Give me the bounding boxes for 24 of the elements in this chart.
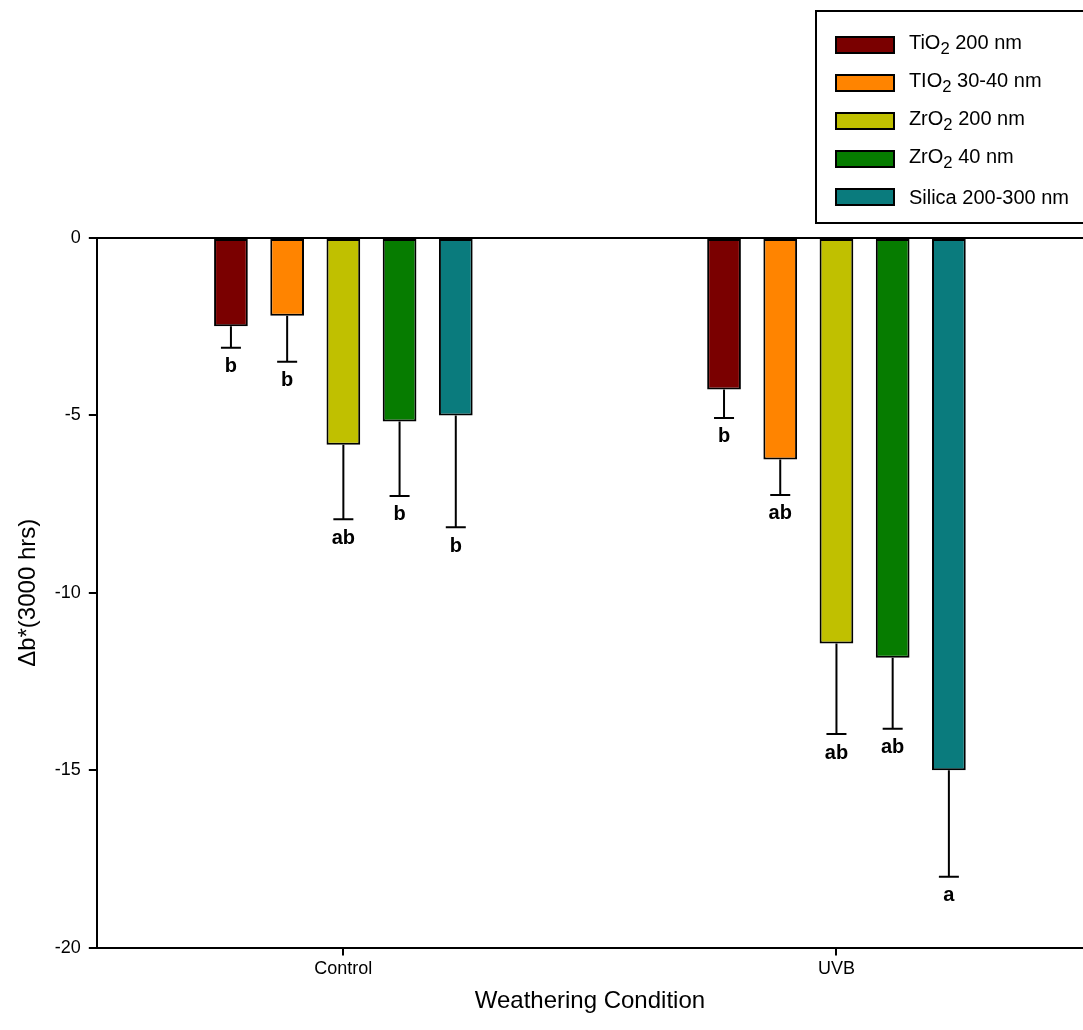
legend-label: ZrO$_{2}$ 40 nm bbox=[908, 145, 1014, 173]
annotation: b bbox=[717, 424, 731, 447]
y-tick-label: -5 bbox=[64, 404, 81, 425]
annotation: ab bbox=[331, 525, 356, 548]
y-tick-label: -10 bbox=[54, 581, 81, 602]
y-tick-label: -20 bbox=[54, 936, 81, 957]
annotation: ab bbox=[880, 735, 905, 758]
legend-label: TiO$_{2}$ 200 nm bbox=[908, 31, 1022, 59]
y-tick-label: -15 bbox=[54, 759, 81, 780]
legend-label: ZrO$_{2}$ 200 nm bbox=[908, 107, 1025, 135]
annotation: ab bbox=[824, 740, 849, 763]
legend-label: Silica 200-300 nm bbox=[908, 185, 1069, 209]
x-tick-label: Control bbox=[314, 958, 373, 979]
annotation: b bbox=[224, 354, 238, 377]
x-tick-label: UVB bbox=[817, 958, 855, 979]
y-axis-title: Δb*(3000 hrs) bbox=[13, 518, 41, 667]
annotation: ab bbox=[768, 501, 792, 524]
annotation: b bbox=[393, 502, 406, 525]
annotation: b bbox=[449, 533, 462, 556]
annotation: a bbox=[943, 883, 956, 906]
y-tick-label: 0 bbox=[70, 226, 81, 247]
x-axis-title: Weathering Condition bbox=[474, 986, 706, 1014]
legend-label: TIO$_{2}$ 30-40 nm bbox=[908, 69, 1042, 97]
annotation: b bbox=[281, 368, 294, 391]
